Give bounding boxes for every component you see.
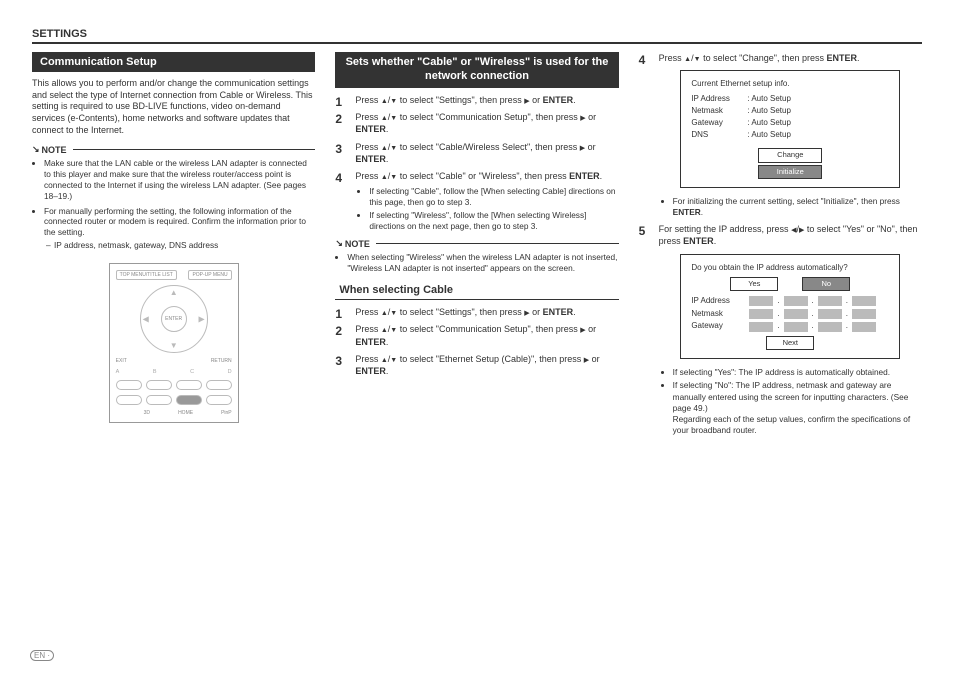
note-list-1: Make sure that the LAN cable or the wire… bbox=[32, 158, 315, 250]
header-rule bbox=[32, 42, 922, 44]
page-lang-mark: EN bbox=[30, 650, 54, 661]
initialize-button[interactable]: Initialize bbox=[758, 165, 822, 179]
remote-enter: ENTER bbox=[161, 306, 187, 332]
note-label-2: ↘NOTE bbox=[335, 238, 618, 249]
remote-popup-menu: POP-UP MENU bbox=[188, 270, 231, 280]
steps-a: 1Press / to select "Settings", then pres… bbox=[335, 94, 618, 233]
ethernet-info-box: Current Ethernet setup info. IP Address:… bbox=[680, 70, 900, 187]
remote-exit: EXIT bbox=[116, 358, 127, 364]
note-icon: ↘ bbox=[32, 144, 40, 155]
content-columns: Communication Setup This allows you to p… bbox=[32, 52, 922, 441]
remote-return: RETURN bbox=[211, 358, 232, 364]
note-item: Make sure that the LAN cable or the wire… bbox=[44, 158, 315, 201]
steps-c: 4Press / to select "Change", then press … bbox=[639, 52, 922, 436]
comm-setup-body: This allows you to perform and/or change… bbox=[32, 78, 315, 136]
subsection-cable: When selecting Cable bbox=[335, 282, 618, 300]
column-3: 4Press / to select "Change", then press … bbox=[639, 52, 922, 441]
steps-b: 1Press / to select "Settings", then pres… bbox=[335, 306, 618, 378]
page-header: SETTINGS bbox=[32, 28, 922, 40]
remote-top-menu: TOP MENU/TITLE LIST bbox=[116, 270, 177, 280]
next-button[interactable]: Next bbox=[766, 336, 814, 350]
note-item: For manually performing the setting, the… bbox=[44, 206, 315, 251]
change-button[interactable]: Change bbox=[758, 148, 822, 162]
no-button[interactable]: No bbox=[802, 277, 850, 291]
column-2: Sets whether "Cable" or "Wireless" is us… bbox=[335, 52, 618, 441]
column-1: Communication Setup This allows you to p… bbox=[32, 52, 315, 441]
note-dash: IP address, netmask, gateway, DNS addres… bbox=[44, 240, 315, 251]
note-label: ↘NOTE bbox=[32, 144, 315, 155]
remote-nav: ▲ ▼ ◀ ▶ ENTER bbox=[140, 285, 208, 353]
remote-diagram: TOP MENU/TITLE LIST POP-UP MENU ▲ ▼ ◀ ▶ E… bbox=[109, 263, 239, 423]
section-comm-setup: Communication Setup bbox=[32, 52, 315, 72]
note-list-2: When selecting "Wireless" when the wirel… bbox=[335, 252, 618, 274]
yes-button[interactable]: Yes bbox=[730, 277, 778, 291]
section-cable-wireless: Sets whether "Cable" or "Wireless" is us… bbox=[335, 52, 618, 88]
ip-dialog-box: Do you obtain the IP address automatical… bbox=[680, 254, 900, 360]
